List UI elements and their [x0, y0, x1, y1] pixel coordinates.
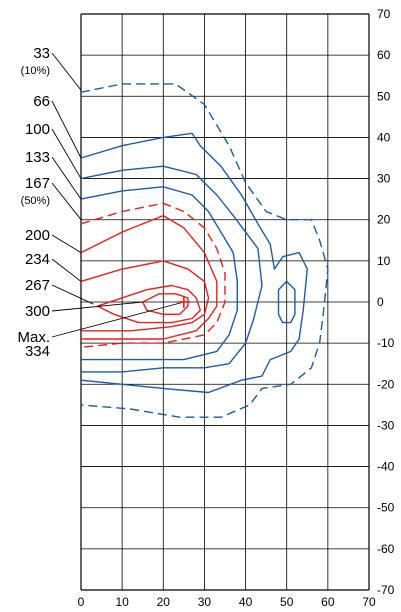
- contour-label-300: 300: [25, 303, 50, 320]
- x-tick-label: 10: [115, 595, 129, 609]
- y-tick-label: -50: [377, 501, 395, 515]
- contour-line-200: [80, 214, 218, 340]
- x-tick-label: 60: [321, 595, 335, 609]
- y-tick-label: 60: [377, 48, 391, 62]
- y-tick-label: -70: [377, 583, 395, 597]
- contour-line-133: [80, 186, 238, 361]
- y-tick-label: 40: [377, 130, 391, 144]
- x-tick-label: 40: [239, 595, 253, 609]
- contour-label-234: 234: [25, 251, 50, 268]
- contour-line-33-island: [277, 280, 296, 324]
- leader-line: [51, 258, 82, 282]
- y-tick-label: 10: [377, 254, 391, 268]
- leader-line: [51, 234, 82, 254]
- contour-label-167: 167: [25, 175, 50, 192]
- leader-line: [51, 301, 184, 338]
- contour-line-234: [80, 260, 210, 332]
- contour-line-300: [142, 293, 189, 315]
- y-tick-label: 50: [377, 89, 391, 103]
- y-tick-label: 0: [377, 295, 384, 309]
- y-tick-label: -10: [377, 336, 395, 350]
- leader-line: [51, 100, 82, 159]
- contour-label-max: Max.: [17, 329, 50, 346]
- y-tick-label: -40: [377, 460, 395, 474]
- contour-labels: 33 (10%) 66 100 133 167 (50%) 200 234 267 300 Max.3…: [17, 45, 50, 360]
- grid: [80, 13, 370, 591]
- y-tick-labels: 70 60 50 40 30 20 10 0 -10 -20 -30 -40 -50 -60 -70: [377, 7, 395, 597]
- leader-line: [51, 128, 82, 179]
- leader-line: [51, 182, 82, 220]
- contour-line-33: [80, 83, 329, 418]
- contour-line-267: [97, 284, 201, 324]
- y-tick-label: 20: [377, 213, 391, 227]
- contour-label-100: 100: [25, 121, 50, 138]
- contour-label-note: 334: [25, 343, 50, 360]
- x-tick-labels: 0 10 20 30 40 50 60 70: [78, 595, 376, 609]
- contour-line-66: [80, 132, 308, 394]
- contour-line-100: [80, 165, 263, 373]
- leader-line: [51, 284, 94, 305]
- y-tick-label: -30: [377, 418, 395, 432]
- x-tick-label: 50: [280, 595, 294, 609]
- leader-line: [51, 52, 82, 91]
- y-tick-label: 30: [377, 172, 391, 186]
- leader-line: [51, 301, 143, 312]
- x-tick-label: 20: [157, 595, 171, 609]
- contour-label-note: (10%): [21, 65, 50, 77]
- y-tick-label: -20: [377, 377, 395, 391]
- contour-label-66: 66: [33, 93, 50, 110]
- y-tick-label: -60: [377, 542, 395, 556]
- contour-label-33: 33: [33, 45, 50, 62]
- x-tick-label: 0: [78, 595, 85, 609]
- contour-label-133: 133: [25, 149, 50, 166]
- contour-label-200: 200: [25, 227, 50, 244]
- contour-line-167: [80, 202, 226, 348]
- x-tick-label: 30: [198, 595, 212, 609]
- label-leaders: [51, 52, 184, 338]
- contour-label-267: 267: [25, 277, 50, 294]
- contour-label-note: (50%): [21, 195, 50, 207]
- leader-line: [51, 156, 82, 200]
- contour-lines: [80, 83, 329, 418]
- y-tick-label: 70: [377, 7, 391, 21]
- max-marker: [177, 296, 190, 308]
- x-tick-label: 70: [362, 595, 376, 609]
